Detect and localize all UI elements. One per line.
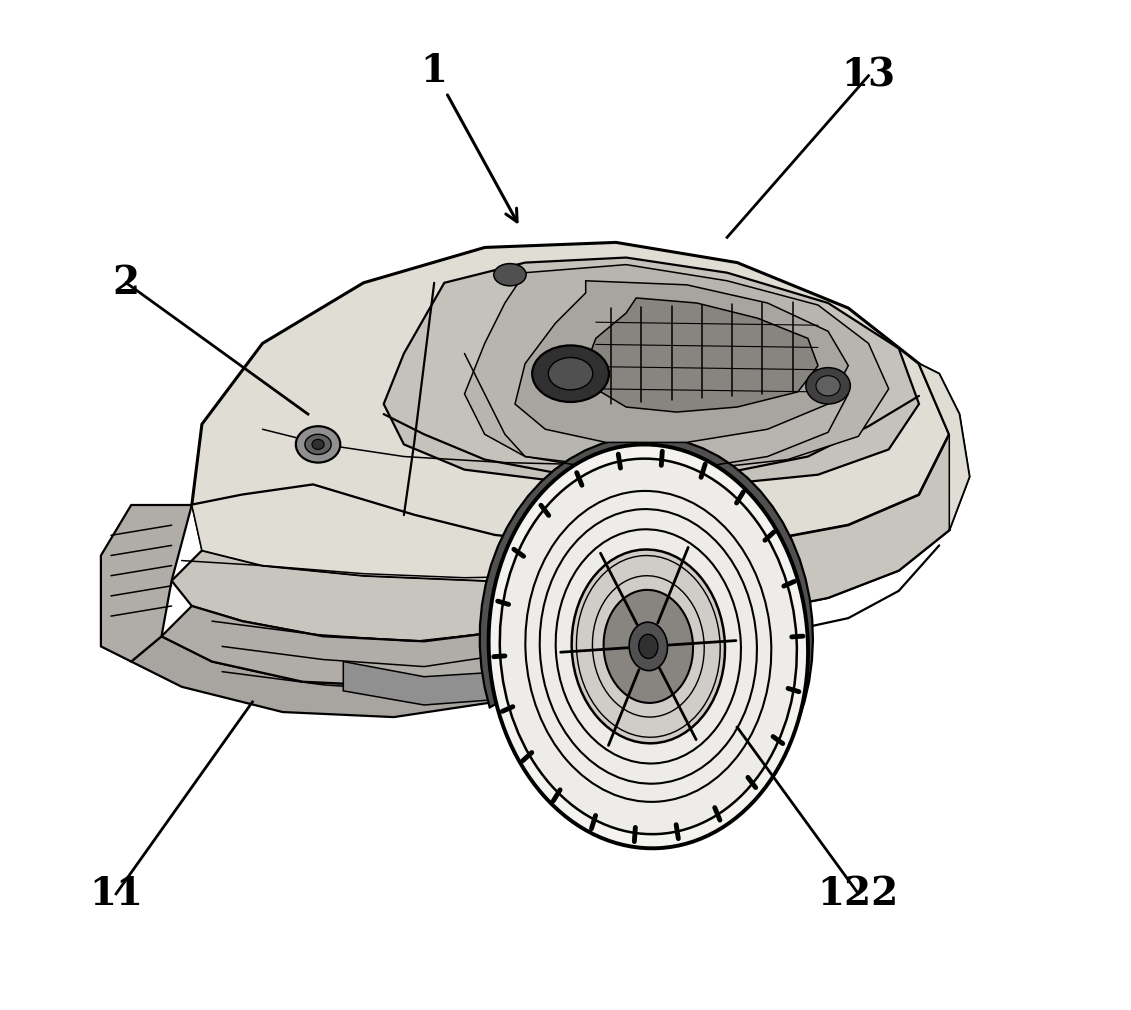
Ellipse shape <box>571 549 725 743</box>
Text: 11: 11 <box>89 875 143 913</box>
Text: 2: 2 <box>113 264 140 302</box>
Polygon shape <box>666 495 949 616</box>
Ellipse shape <box>305 434 331 454</box>
Polygon shape <box>465 265 889 470</box>
Text: 1: 1 <box>421 52 517 222</box>
Text: 122: 122 <box>818 875 899 913</box>
Polygon shape <box>172 550 566 641</box>
Polygon shape <box>586 298 818 412</box>
Polygon shape <box>666 364 969 616</box>
Ellipse shape <box>629 622 667 671</box>
Polygon shape <box>192 485 586 581</box>
Ellipse shape <box>500 459 797 834</box>
Ellipse shape <box>489 444 808 848</box>
Polygon shape <box>383 258 920 485</box>
Polygon shape <box>480 436 813 739</box>
Polygon shape <box>131 636 566 717</box>
Text: 13: 13 <box>841 57 896 95</box>
Polygon shape <box>920 364 969 530</box>
Ellipse shape <box>296 426 340 463</box>
Ellipse shape <box>815 376 840 396</box>
Ellipse shape <box>312 439 325 449</box>
Ellipse shape <box>533 345 608 402</box>
Polygon shape <box>344 662 504 705</box>
Polygon shape <box>515 281 848 442</box>
Ellipse shape <box>549 358 593 390</box>
Polygon shape <box>101 505 192 662</box>
Polygon shape <box>162 606 566 687</box>
Ellipse shape <box>806 368 851 404</box>
Ellipse shape <box>604 590 693 703</box>
Ellipse shape <box>494 264 526 286</box>
Polygon shape <box>192 485 586 581</box>
Polygon shape <box>192 242 949 550</box>
Ellipse shape <box>639 634 658 659</box>
